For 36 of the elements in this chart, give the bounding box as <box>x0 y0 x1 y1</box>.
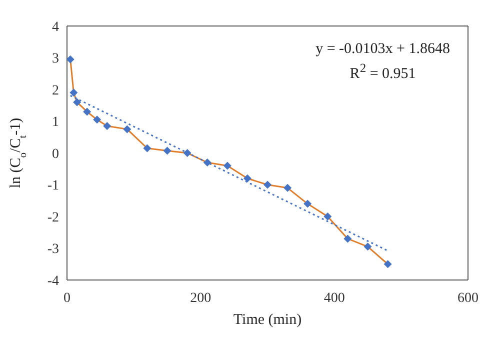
point <box>284 184 292 192</box>
x-tick-label: 600 <box>458 290 478 306</box>
point <box>264 180 272 189</box>
point <box>203 158 212 167</box>
y-tick-label: -2 <box>47 210 59 226</box>
point <box>83 108 92 116</box>
point <box>93 116 102 124</box>
point <box>243 174 252 182</box>
point <box>123 125 132 134</box>
annotation: R$^{2}$ = 0.951 <box>348 60 417 84</box>
y-tick-label: -1 <box>47 178 59 194</box>
x-tick-label: 200 <box>190 290 212 306</box>
annotation: y = -0.0103x + 1.8648 <box>316 40 450 59</box>
y-tick-label: 1 <box>52 115 59 130</box>
point <box>364 242 372 251</box>
y-tick-label: -4 <box>47 274 59 289</box>
y-tick-label: 0 <box>52 146 59 162</box>
point <box>223 162 232 170</box>
point <box>103 122 112 130</box>
point <box>73 98 82 106</box>
y-tick-label: 4 <box>52 20 59 35</box>
point <box>344 234 352 243</box>
y-tick-label: 3 <box>52 52 59 67</box>
point <box>67 55 74 64</box>
point <box>324 212 332 220</box>
x-tick-label: 400 <box>324 290 345 306</box>
point <box>384 260 392 268</box>
y-tick-label: -3 <box>47 242 59 258</box>
point <box>70 88 78 97</box>
y-tick-label: 2 <box>52 83 59 98</box>
point <box>183 149 192 157</box>
point <box>163 146 172 155</box>
x-tick-label: 0 <box>64 290 70 306</box>
point <box>304 200 312 208</box>
point <box>143 144 152 152</box>
x-axis-title: Time (min) <box>233 312 302 328</box>
